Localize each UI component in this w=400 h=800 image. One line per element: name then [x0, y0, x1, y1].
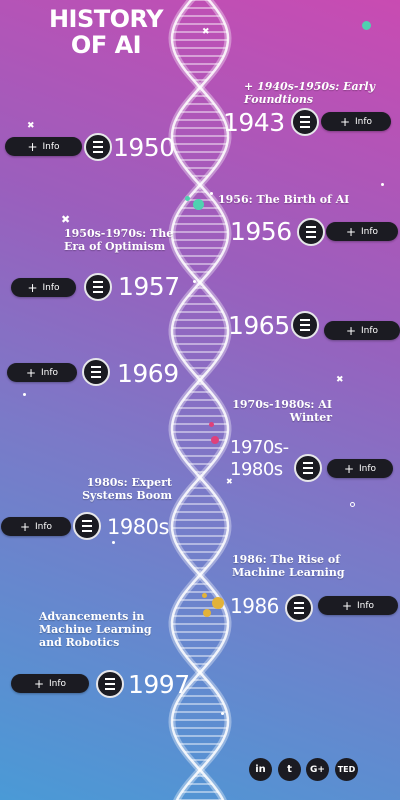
- year-1970s-line-1: 1970s-: [230, 437, 289, 458]
- sparkle-icon: ✖: [202, 27, 210, 37]
- info-button-1986[interactable]: + Info: [318, 596, 398, 615]
- year-1956: 1956: [230, 217, 292, 246]
- hamburger-icon: [91, 365, 101, 380]
- hamburger-icon: [93, 140, 103, 155]
- plus-icon: +: [345, 323, 356, 338]
- year-1957: 1957: [118, 272, 180, 301]
- sparkle-icon: ✖: [61, 213, 71, 226]
- plus-icon: +: [19, 519, 30, 534]
- google-plus-icon[interactable]: G+: [306, 758, 329, 781]
- info-button-1957[interactable]: + Info: [11, 278, 76, 297]
- menu-button-1957[interactable]: [84, 273, 112, 301]
- year-1986: 1986: [230, 594, 279, 618]
- event-label-1950s-1970s: 1950s-1970s: The Era of Optimism: [64, 227, 174, 253]
- menu-button-1970s[interactable]: [294, 454, 322, 482]
- title-line-1: HISTORY: [48, 5, 164, 33]
- info-button-1956[interactable]: + Info: [326, 222, 398, 241]
- event-label-1997: Advancements in Machine Learning and Rob…: [39, 610, 152, 649]
- info-button-label: Info: [42, 141, 60, 152]
- star-dot: [210, 192, 213, 195]
- plus-icon: +: [341, 598, 352, 613]
- accent-dot: [202, 593, 207, 598]
- accent-dot: [209, 422, 214, 427]
- year-1950: 1950: [113, 133, 175, 162]
- menu-button-1965[interactable]: [291, 311, 319, 339]
- info-button-label: Info: [355, 116, 373, 127]
- info-button-1980s[interactable]: + Info: [1, 517, 71, 536]
- year-1997: 1997: [128, 670, 190, 699]
- ted-icon[interactable]: TED: [335, 758, 358, 781]
- twitter-icon[interactable]: t: [278, 758, 301, 781]
- hamburger-icon: [300, 318, 310, 333]
- sparkle-icon: ✖: [336, 375, 344, 385]
- sparkle-icon: ✖: [226, 477, 233, 486]
- plus-icon: +: [27, 139, 38, 154]
- hamburger-icon: [306, 225, 316, 240]
- star-dot: [112, 541, 115, 544]
- info-button-label: Info: [49, 678, 67, 689]
- plus-icon: +: [339, 114, 350, 129]
- hamburger-icon: [105, 677, 115, 692]
- plus-icon: +: [343, 461, 354, 476]
- page-title: HISTORY OF AI: [26, 6, 186, 58]
- event-label-1980s: 1980s: Expert Systems Boom: [82, 476, 172, 502]
- year-1969: 1969: [117, 359, 179, 388]
- star-dot: [193, 280, 196, 283]
- star-dot: [221, 712, 224, 715]
- info-button-1970s[interactable]: + Info: [327, 459, 393, 478]
- hamburger-icon: [82, 519, 92, 534]
- info-button-label: Info: [361, 226, 379, 237]
- hamburger-icon: [300, 115, 310, 130]
- accent-dot: [203, 609, 211, 617]
- menu-button-1986[interactable]: [285, 594, 313, 622]
- info-button-label: Info: [357, 600, 375, 611]
- star-dot: [23, 393, 26, 396]
- title-line-2: OF AI: [70, 31, 142, 59]
- hamburger-icon: [303, 461, 313, 476]
- info-button-label: Info: [359, 463, 377, 474]
- info-button-1943[interactable]: + Info: [321, 112, 391, 131]
- sparkle-icon: ✖: [27, 121, 35, 131]
- plus-icon: +: [345, 224, 356, 239]
- year-1965: 1965: [228, 311, 290, 340]
- menu-button-1950[interactable]: [84, 133, 112, 161]
- menu-button-1969[interactable]: [82, 358, 110, 386]
- helix-strand: [170, 0, 230, 800]
- accent-dot: [212, 597, 224, 609]
- accent-dot: [362, 21, 371, 30]
- plus-icon: +: [27, 280, 38, 295]
- star-dot: [381, 183, 384, 186]
- linkedin-icon[interactable]: in: [249, 758, 272, 781]
- year-1980s: 1980s: [107, 515, 169, 539]
- year-1943: 1943: [223, 108, 285, 137]
- hamburger-icon: [93, 280, 103, 295]
- event-label-ai-winter: 1970s-1980s: AI Winter: [232, 398, 332, 424]
- event-label-1956: 1956: The Birth of AI: [218, 193, 350, 206]
- hamburger-icon: [294, 601, 304, 616]
- info-button-label: Info: [41, 367, 59, 378]
- info-button-label: Info: [42, 282, 60, 293]
- info-button-1965[interactable]: + Info: [324, 321, 400, 340]
- accent-dot: [193, 199, 204, 210]
- event-label-1986: 1986: The Rise of Machine Learning: [232, 553, 345, 579]
- accent-dot: [185, 196, 190, 201]
- plus-icon: +: [33, 676, 44, 691]
- ring-dot: [350, 502, 355, 507]
- menu-button-1956[interactable]: [297, 218, 325, 246]
- menu-button-1997[interactable]: [96, 670, 124, 698]
- accent-dot: [211, 436, 219, 444]
- info-button-1997[interactable]: + Info: [11, 674, 89, 693]
- info-button-1950[interactable]: + Info: [5, 137, 82, 156]
- menu-button-1980s[interactable]: [73, 512, 101, 540]
- info-button-label: Info: [35, 521, 53, 532]
- year-1970s-1980s: 1970s- 1980s: [230, 437, 289, 481]
- plus-icon: +: [25, 365, 36, 380]
- menu-button-1943[interactable]: [291, 108, 319, 136]
- year-1970s-line-2: 1980s: [230, 459, 283, 480]
- event-label-1940s: + 1940s-1950s: Early Foundtions: [244, 80, 375, 106]
- info-button-1969[interactable]: + Info: [7, 363, 77, 382]
- info-button-label: Info: [361, 325, 379, 336]
